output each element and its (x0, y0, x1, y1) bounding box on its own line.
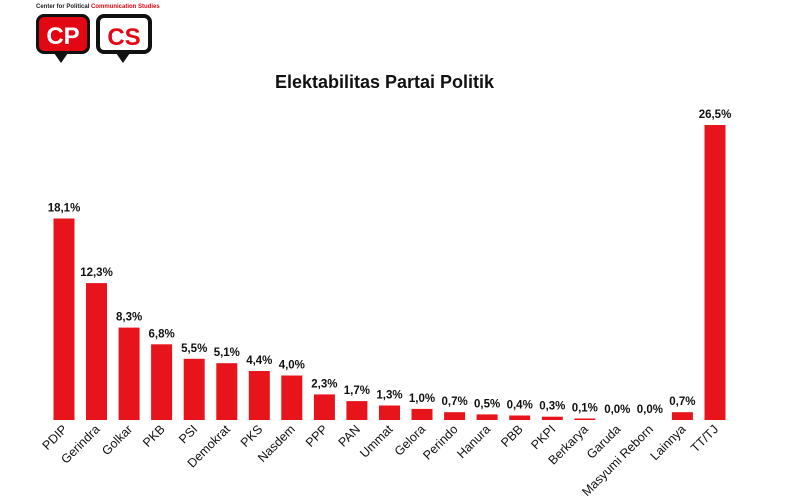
bar-psi (183, 358, 205, 420)
bar-pkpi (541, 416, 563, 420)
category-label: PBB (498, 422, 526, 450)
category-label: PKS (238, 422, 266, 450)
value-label: 0,5% (474, 398, 500, 410)
bar-berkarya (574, 418, 596, 420)
bar-pkb (151, 344, 173, 420)
value-label: 1,7% (344, 385, 370, 397)
logo-cs-tail (116, 53, 130, 63)
bar-pks (248, 371, 270, 420)
bar-nasdem (281, 375, 303, 420)
bar-ummat (379, 405, 400, 420)
value-label: 0,3% (539, 401, 565, 413)
bar-gerindra (86, 283, 107, 420)
value-label: 4,4% (246, 355, 272, 367)
cpcs-logo: Center for Political Communication Studi… (36, 4, 166, 70)
bar-tt-tj (704, 125, 726, 420)
logo-tagline-black: Center for Political (36, 4, 90, 10)
category-label: PKPI (528, 422, 558, 452)
value-label: 5,1% (214, 347, 240, 359)
value-label: 18,1% (48, 203, 81, 215)
value-label: 1,3% (376, 390, 402, 402)
value-label: 2,3% (311, 378, 337, 390)
value-label: 0,0% (637, 404, 663, 416)
bar-pbb (509, 415, 531, 420)
bar-hanura (476, 414, 498, 420)
category-label: Perindo (420, 422, 460, 462)
bar-perindo (444, 412, 466, 420)
category-label: PSI (176, 422, 200, 446)
category-label: TT/TJ (688, 422, 721, 455)
logo-tagline: Center for Political Communication Studi… (36, 4, 160, 10)
bar-gelora (411, 408, 433, 420)
logo-tagline-red: Communication Studies (91, 4, 160, 10)
category-label: Ummat (357, 422, 396, 461)
bar-demokrat (216, 363, 238, 420)
value-label: 0,1% (572, 403, 598, 415)
value-label: 0,7% (669, 396, 695, 408)
value-label: 0,0% (604, 404, 630, 416)
bar-ppp (313, 394, 335, 420)
logo-cp-bubble: CP (36, 14, 90, 54)
value-label: 26,5% (699, 109, 732, 121)
category-label: PPP (303, 422, 331, 450)
logo-cs-bubble: CS (96, 14, 152, 54)
bar-pan (346, 401, 368, 420)
category-label: PKB (140, 422, 168, 450)
category-label: Golkar (99, 422, 135, 458)
bar-pdip (53, 218, 75, 420)
value-label: 8,3% (116, 312, 142, 324)
chart-title: Elektabilitas Partai Politik (274, 72, 495, 92)
category-label: Lainnya (648, 422, 689, 463)
category-label: Hanura (454, 422, 493, 461)
value-label: 0,7% (441, 396, 467, 408)
value-label: 1,0% (409, 393, 435, 405)
bar-golkar (118, 327, 140, 420)
logo-cp-tail (54, 53, 68, 63)
value-label: 5,5% (181, 343, 207, 355)
category-label: PAN (336, 422, 363, 449)
value-label: 6,8% (148, 328, 174, 340)
value-label: 12,3% (80, 267, 113, 279)
bar-lainnya (671, 412, 693, 420)
value-label: 0,4% (507, 400, 533, 412)
value-label: 4,0% (279, 360, 305, 372)
